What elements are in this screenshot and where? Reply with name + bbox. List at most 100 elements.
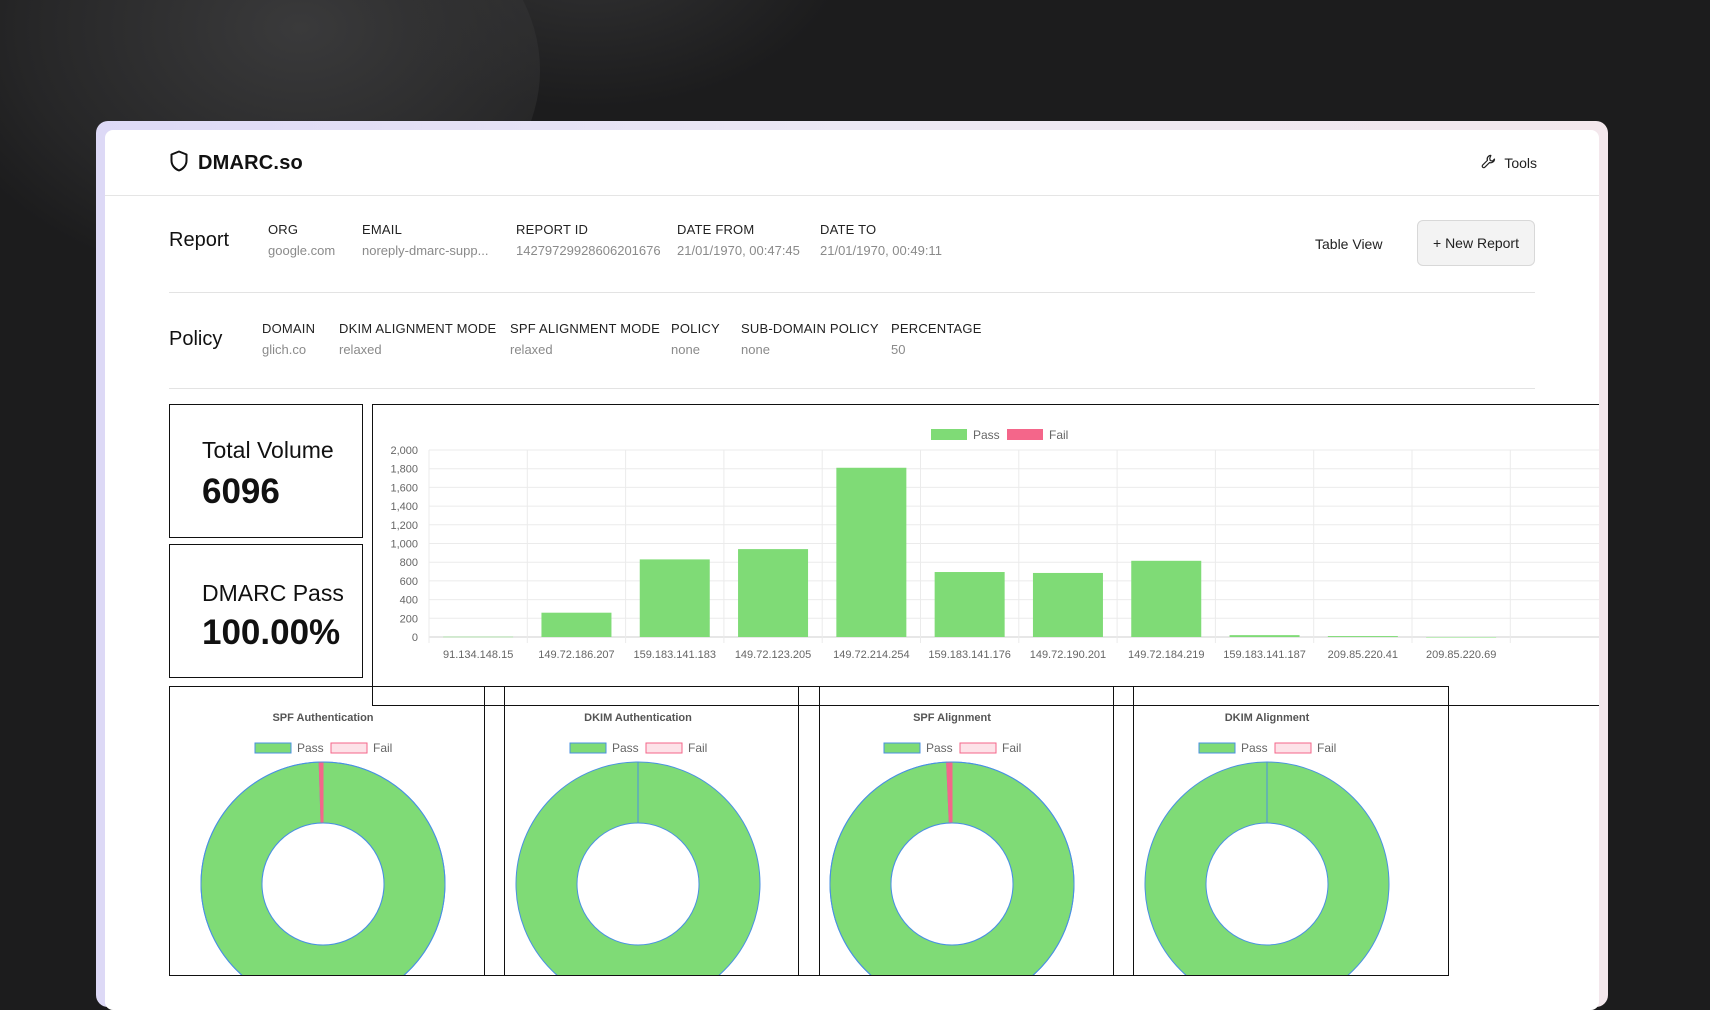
spf-authentication-chart: SPF Authentication Pass Fail — [169, 686, 505, 976]
donut-outline — [829, 761, 1075, 975]
dmarc-pass-label: DMARC Pass — [202, 580, 344, 606]
donut-chart-svg: SPF Alignment Pass Fail — [829, 712, 1075, 975]
donut-hole — [890, 822, 1014, 946]
legend-swatch — [883, 742, 921, 754]
divider — [169, 388, 1535, 389]
donut-chart-svg: DKIM Authentication Pass Fail — [515, 712, 761, 975]
field-label: DATE FROM — [677, 222, 755, 237]
field-value: 21/01/1970, 00:49:11 — [820, 243, 942, 258]
chart-title: SPF Alignment — [913, 712, 991, 724]
donut-outline — [200, 761, 446, 975]
bar-pass — [443, 636, 514, 638]
y-tick-label: 1,200 — [390, 520, 418, 532]
donut-outline — [515, 761, 761, 975]
y-tick-label: 1,600 — [390, 482, 418, 494]
field-value: none — [741, 342, 770, 357]
field-label: DATE TO — [820, 222, 877, 237]
shield-icon — [169, 150, 189, 177]
y-tick-label: 200 — [400, 613, 418, 625]
legend-swatch — [931, 429, 967, 440]
legend-swatch — [645, 742, 683, 754]
bar-pass — [1327, 636, 1398, 637]
policy-field-spf-alignment: SPF ALIGNMENT MODE relaxed — [510, 321, 660, 357]
field-value: 50 — [891, 342, 906, 357]
bar-pass — [639, 559, 710, 637]
field-label: SPF ALIGNMENT MODE — [510, 321, 660, 336]
field-label: POLICY — [671, 321, 720, 336]
x-tick-label: 149.72.184.219 — [1128, 649, 1204, 661]
bar-pass — [836, 467, 907, 637]
policy-field-policy: POLICY none — [671, 321, 720, 357]
dkim-authentication-chart: DKIM Authentication Pass Fail — [484, 686, 820, 976]
legend-label: Pass — [926, 741, 953, 755]
legend-swatch — [1007, 429, 1043, 440]
field-label: EMAIL — [362, 222, 403, 237]
field-value: none — [671, 342, 700, 357]
total-volume-card: Total Volume 6096 — [169, 404, 363, 538]
donut-hole — [1205, 822, 1329, 946]
dmarc-pass-card: DMARC Pass 100.00% — [169, 544, 363, 678]
total-volume-value: 6096 — [202, 472, 280, 511]
x-tick-label: 91.134.148.15 — [443, 649, 513, 661]
legend-swatch — [569, 742, 607, 754]
bar-pass — [1131, 560, 1202, 637]
bar-pass — [1426, 637, 1497, 638]
brand[interactable]: DMARC.so — [169, 150, 303, 177]
legend-swatch — [1274, 742, 1312, 754]
report-field-report-id: REPORT ID 14279729928606201676 — [516, 222, 661, 258]
chart-title: DKIM Alignment — [1225, 712, 1310, 724]
new-report-button[interactable]: + New Report — [1417, 220, 1535, 266]
field-label: REPORT ID — [516, 222, 589, 237]
report-field-date-to: DATE TO 21/01/1970, 00:49:11 — [820, 222, 942, 258]
x-tick-label: 209.85.220.69 — [1426, 649, 1496, 661]
dkim-alignment-chart: DKIM Alignment Pass Fail — [1113, 686, 1449, 976]
donut-chart-svg: SPF Authentication Pass Fail — [200, 712, 446, 975]
x-tick-label: 159.183.141.176 — [928, 649, 1011, 661]
bar-pass — [1229, 635, 1300, 637]
brand-name: DMARC.so — [198, 152, 303, 174]
field-label: ORG — [268, 222, 299, 237]
donut-hole — [576, 822, 700, 946]
y-tick-label: 1,000 — [390, 539, 418, 551]
tools-button[interactable]: Tools — [1481, 154, 1537, 172]
field-label: DKIM ALIGNMENT MODE — [339, 321, 497, 336]
chart-title: SPF Authentication — [272, 712, 373, 724]
legend-label: Fail — [373, 741, 392, 755]
x-tick-label: 149.72.186.207 — [538, 649, 614, 661]
field-value: 14279729928606201676 — [516, 243, 661, 258]
policy-field-domain: DOMAIN glich.co — [262, 321, 315, 357]
table-view-button[interactable]: Table View — [1315, 236, 1383, 252]
legend-swatch — [254, 742, 292, 754]
x-tick-label: 149.72.123.205 — [735, 649, 811, 661]
donut-hole — [261, 822, 385, 946]
legend-swatch — [330, 742, 368, 754]
field-value: 21/01/1970, 00:47:45 — [677, 243, 800, 258]
field-label: DOMAIN — [262, 321, 316, 336]
bar-pass — [738, 549, 809, 637]
divider — [169, 292, 1535, 293]
window-frame: DMARC.so Tools Report ORG google.com EMA… — [96, 121, 1608, 1010]
wrench-icon — [1481, 154, 1496, 172]
legend-label: Fail — [1049, 428, 1068, 442]
tools-label: Tools — [1504, 155, 1537, 171]
bar-pass — [1032, 572, 1103, 637]
x-tick-label: 149.72.214.254 — [833, 649, 909, 661]
legend-label: Fail — [1317, 741, 1336, 755]
report-title: Report — [169, 229, 230, 251]
donut-outline — [1144, 761, 1390, 975]
top-bar: DMARC.so Tools — [105, 130, 1599, 196]
field-value: relaxed — [339, 342, 382, 357]
field-value: relaxed — [510, 342, 553, 357]
legend-label: Pass — [612, 741, 639, 755]
dmarc-pass-value: 100.00% — [202, 613, 341, 652]
legend-label: Fail — [1002, 741, 1021, 755]
report-field-org: ORG google.com — [268, 222, 335, 258]
policy-field-dkim-alignment: DKIM ALIGNMENT MODE relaxed — [339, 321, 496, 357]
policy-field-subdomain-policy: SUB-DOMAIN POLICY none — [741, 321, 879, 357]
policy-title: Policy — [169, 328, 223, 350]
legend-label: Pass — [1241, 741, 1268, 755]
field-label: PERCENTAGE — [891, 321, 982, 336]
chart-title: DKIM Authentication — [584, 712, 692, 724]
x-tick-label: 159.183.141.187 — [1223, 649, 1306, 661]
volume-by-ip-chart: Pass Fail 0 200 400 600 800 1,000 1,200 1,400 1,60… — [372, 404, 1599, 706]
